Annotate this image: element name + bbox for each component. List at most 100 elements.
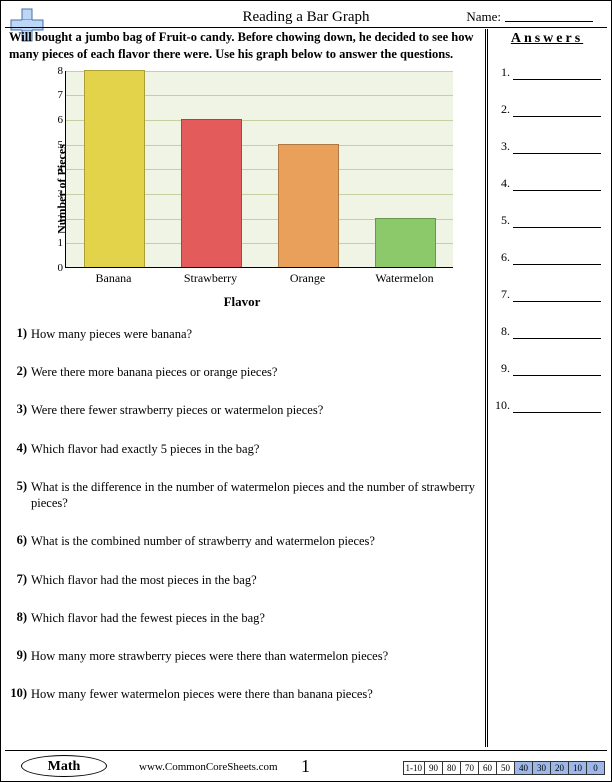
answer-row: 3.	[493, 139, 601, 154]
score-cell: 90	[425, 761, 443, 775]
answer-row: 7.	[493, 287, 601, 302]
answer-row: 2.	[493, 102, 601, 117]
score-strip: 1-109080706050403020100	[403, 761, 606, 775]
answer-input-line[interactable]	[513, 364, 601, 376]
chart-xtick: Orange	[290, 271, 325, 286]
question-number: 10)	[9, 686, 31, 702]
subject-badge: Math	[21, 755, 107, 777]
answer-row: 10.	[493, 398, 601, 413]
column-divider	[485, 29, 488, 747]
chart-ytick: 5	[49, 139, 63, 151]
answer-number: 1.	[493, 65, 513, 80]
question-text: Were there fewer strawberry pieces or wa…	[31, 402, 479, 418]
chart-bar	[84, 70, 144, 267]
answer-row: 1.	[493, 65, 601, 80]
chart-ytick: 4	[49, 163, 63, 175]
answer-number: 6.	[493, 250, 513, 265]
question-row: 2)Were there more banana pieces or orang…	[9, 364, 479, 380]
score-cell: 30	[533, 761, 551, 775]
chart-ytick: 8	[49, 65, 63, 77]
question-row: 10)How many fewer watermelon pieces were…	[9, 686, 479, 702]
chart-ytick: 2	[49, 213, 63, 225]
answer-input-line[interactable]	[513, 68, 601, 80]
question-text: Which flavor had the most pieces in the …	[31, 572, 479, 588]
worksheet-page: Reading a Bar Graph Name: Will bought a …	[0, 0, 612, 782]
answer-number: 10.	[493, 398, 513, 413]
answer-input-line[interactable]	[513, 216, 601, 228]
answer-input-line[interactable]	[513, 179, 601, 191]
answer-row: 9.	[493, 361, 601, 376]
question-text: Were there more banana pieces or orange …	[31, 364, 479, 380]
answer-number: 2.	[493, 102, 513, 117]
answer-number: 3.	[493, 139, 513, 154]
question-row: 3)Were there fewer strawberry pieces or …	[9, 402, 479, 418]
question-text: How many pieces were banana?	[31, 326, 479, 342]
question-row: 5)What is the difference in the number o…	[9, 479, 479, 512]
answer-row: 8.	[493, 324, 601, 339]
question-text: Which flavor had the fewest pieces in th…	[31, 610, 479, 626]
main-content: Will bought a jumbo bag of Fruit-o candy…	[9, 29, 479, 747]
question-number: 4)	[9, 441, 31, 457]
score-cell: 10	[569, 761, 587, 775]
question-row: 8)Which flavor had the fewest pieces in …	[9, 610, 479, 626]
instructions-text: Will bought a jumbo bag of Fruit-o candy…	[9, 29, 479, 63]
page-title: Reading a Bar Graph	[1, 9, 611, 26]
answer-row: 5.	[493, 213, 601, 228]
chart-xlabel: Flavor	[27, 294, 457, 310]
divider	[5, 27, 607, 28]
answer-number: 4.	[493, 176, 513, 191]
score-cell: 0	[587, 761, 605, 775]
question-number: 6)	[9, 533, 31, 549]
chart-plot-area	[65, 71, 453, 268]
bar-chart: Number of Pieces Flavor 012345678BananaS…	[27, 67, 457, 312]
answers-heading: Answers	[493, 31, 601, 47]
question-text: How many more strawberry pieces were the…	[31, 648, 479, 664]
score-cell: 40	[515, 761, 533, 775]
questions-list: 1)How many pieces were banana?2)Were the…	[9, 326, 479, 703]
chart-ytick: 1	[49, 237, 63, 249]
answer-input-line[interactable]	[513, 142, 601, 154]
answer-number: 5.	[493, 213, 513, 228]
question-number: 5)	[9, 479, 31, 512]
chart-xtick: Banana	[96, 271, 132, 286]
question-number: 8)	[9, 610, 31, 626]
chart-ytick: 0	[49, 262, 63, 274]
question-number: 1)	[9, 326, 31, 342]
answer-input-line[interactable]	[513, 290, 601, 302]
question-text: How many fewer watermelon pieces were th…	[31, 686, 479, 702]
answer-number: 8.	[493, 324, 513, 339]
divider	[5, 750, 607, 751]
question-row: 1)How many pieces were banana?	[9, 326, 479, 342]
question-number: 2)	[9, 364, 31, 380]
answer-input-line[interactable]	[513, 401, 601, 413]
answer-row: 4.	[493, 176, 601, 191]
question-number: 3)	[9, 402, 31, 418]
question-row: 4)Which flavor had exactly 5 pieces in t…	[9, 441, 479, 457]
question-row: 6)What is the combined number of strawbe…	[9, 533, 479, 549]
chart-bar	[181, 119, 241, 267]
chart-xtick: Watermelon	[375, 271, 433, 286]
name-label: Name:	[466, 9, 501, 25]
answer-input-line[interactable]	[513, 327, 601, 339]
chart-ytick: 6	[49, 114, 63, 126]
question-number: 7)	[9, 572, 31, 588]
chart-xtick: Strawberry	[184, 271, 237, 286]
chart-ytick: 3	[49, 188, 63, 200]
question-number: 9)	[9, 648, 31, 664]
chart-bar	[375, 218, 435, 267]
question-text: What is the difference in the number of …	[31, 479, 479, 512]
question-text: What is the combined number of strawberr…	[31, 533, 479, 549]
answers-column: Answers 1. 2. 3. 4. 5. 6. 7. 8. 9. 10.	[493, 31, 601, 435]
question-row: 7)Which flavor had the most pieces in th…	[9, 572, 479, 588]
score-range-label: 1-10	[403, 761, 426, 775]
question-row: 9)How many more strawberry pieces were t…	[9, 648, 479, 664]
answer-input-line[interactable]	[513, 105, 601, 117]
chart-ytick: 7	[49, 89, 63, 101]
score-cell: 20	[551, 761, 569, 775]
answer-row: 6.	[493, 250, 601, 265]
name-input-line[interactable]	[505, 21, 593, 22]
answer-input-line[interactable]	[513, 253, 601, 265]
chart-bar	[278, 144, 338, 267]
score-cell: 50	[497, 761, 515, 775]
answer-number: 7.	[493, 287, 513, 302]
